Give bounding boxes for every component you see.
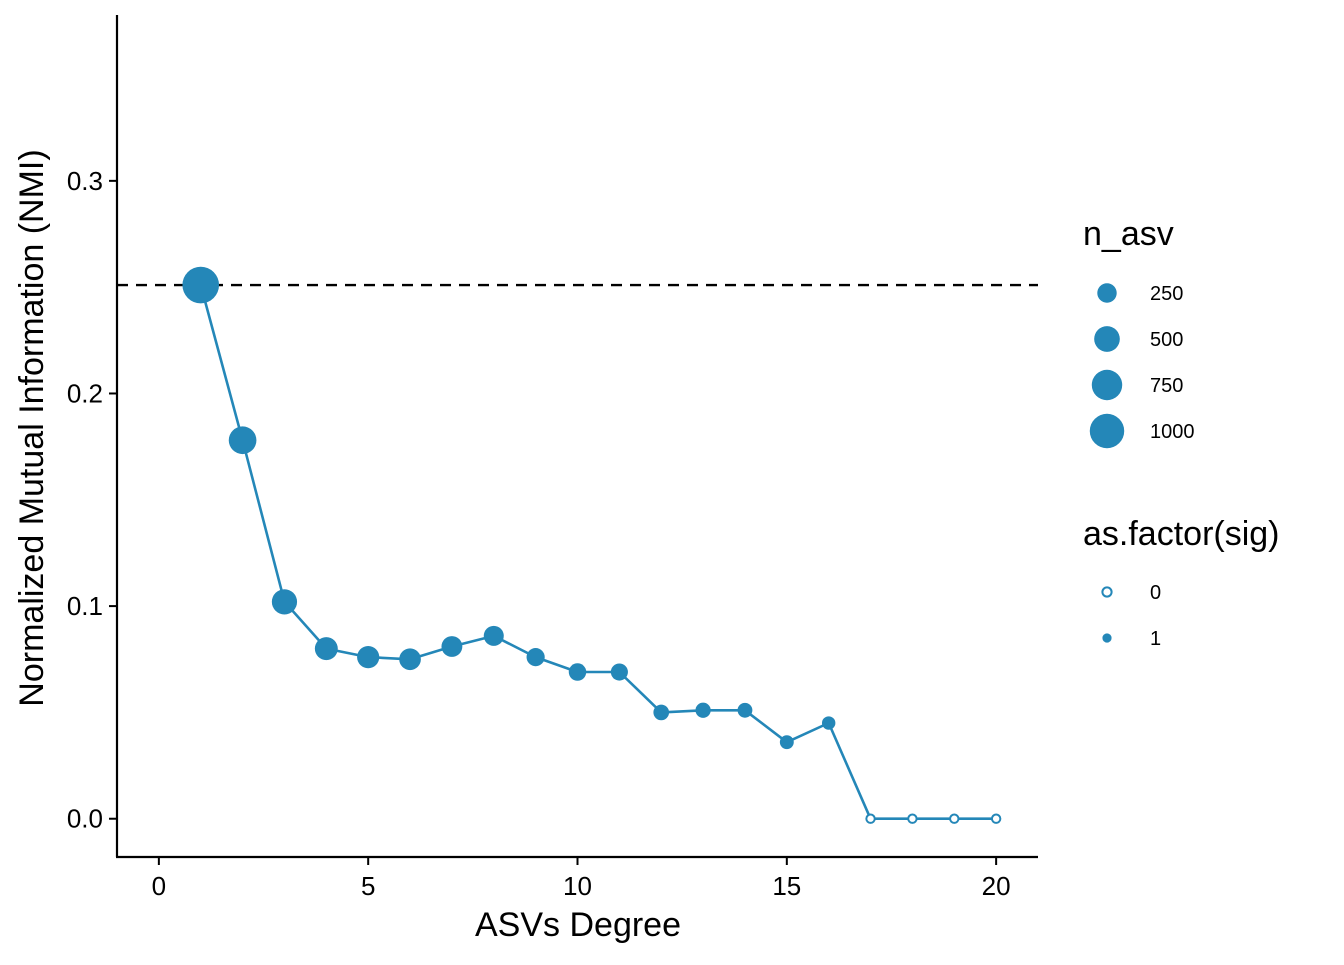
y-axis-title: Normalized Mutual Information (NMI)	[13, 149, 51, 706]
x-tick-label: 0	[152, 871, 166, 901]
x-tick-label: 20	[982, 871, 1011, 901]
data-point	[314, 637, 338, 661]
data-point	[610, 663, 628, 681]
y-ticks-layer: 0.0 0.1 0.2 0.3	[67, 166, 117, 834]
data-point	[737, 702, 753, 718]
x-tick-label: 10	[563, 871, 592, 901]
legend-fill-title: as.factor(sig)	[1083, 515, 1280, 553]
y-tick-label: 0.2	[67, 378, 103, 408]
data-point	[695, 702, 711, 718]
data-point	[907, 813, 918, 824]
legend-size-label: 250	[1150, 283, 1183, 305]
data-point	[949, 813, 960, 824]
legend-size-key	[1097, 283, 1117, 303]
legend-size-title: n_asv	[1083, 215, 1174, 253]
legend-fill: as.factor(sig) 01	[1083, 515, 1280, 650]
legend-fill-key	[1102, 633, 1112, 643]
series-line	[199, 284, 997, 821]
data-point	[182, 266, 220, 304]
legend-fill-key	[1101, 586, 1113, 598]
x-ticks-layer: 0 5 10 15 20	[152, 857, 1011, 901]
legend-size: n_asv 250 500 750 1000	[1083, 215, 1195, 449]
legend-size-label: 1000	[1150, 421, 1195, 443]
legend-fill-label: 0	[1150, 582, 1161, 604]
legend-fill-label: 1	[1150, 628, 1161, 650]
x-tick-label: 5	[361, 871, 375, 901]
data-point	[990, 813, 1002, 824]
data-point	[228, 426, 257, 455]
y-tick-label: 0.3	[67, 166, 103, 196]
series-line-layer	[199, 284, 997, 821]
legend-size-items: 250 500 750 1000	[1089, 283, 1195, 449]
x-axis-title: ASVs Degree	[475, 906, 681, 944]
legend-size-key	[1091, 369, 1123, 401]
x-tick-label: 15	[772, 871, 801, 901]
data-point	[441, 636, 463, 657]
data-point	[526, 648, 545, 667]
data-point	[357, 646, 380, 669]
data-point	[568, 663, 587, 681]
data-point	[865, 813, 876, 824]
legend-size-key	[1094, 326, 1120, 352]
data-point	[821, 716, 836, 730]
legend-size-key	[1089, 413, 1125, 449]
legend-fill-items: 01	[1101, 582, 1161, 650]
data-point	[779, 735, 794, 750]
legend-size-label: 500	[1150, 329, 1183, 351]
legend-size-label: 750	[1150, 375, 1183, 397]
data-points-layer	[182, 266, 1002, 824]
y-tick-label: 0.1	[67, 591, 103, 621]
y-tick-label: 0.0	[67, 804, 103, 834]
data-point	[483, 625, 504, 646]
data-point	[399, 648, 421, 671]
data-point	[653, 704, 670, 721]
data-point	[271, 589, 298, 615]
